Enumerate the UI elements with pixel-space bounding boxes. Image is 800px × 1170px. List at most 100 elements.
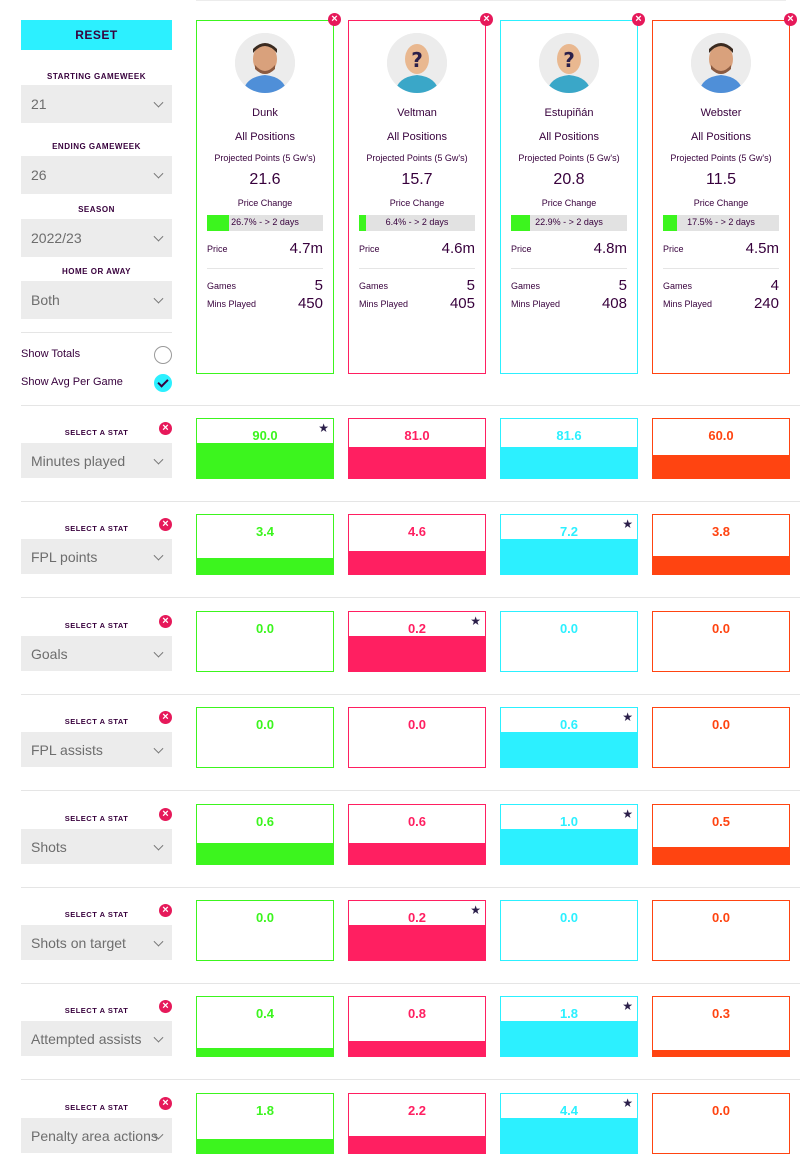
stat-bar — [349, 1136, 485, 1153]
stat-value: 0.6 — [407, 814, 427, 829]
stat-bar — [501, 1021, 637, 1056]
price-change-fill — [359, 215, 366, 231]
stat-value: 81.6 — [556, 428, 582, 443]
remove-stat-icon[interactable] — [159, 615, 172, 628]
stat-value: 0.0 — [559, 621, 579, 636]
stat-value-box: 81.6 — [500, 418, 638, 479]
player-name: Veltman — [397, 107, 437, 119]
stat-value-box: 0.6 — [348, 804, 486, 865]
stat-value-box: 90.0 ★ — [196, 418, 334, 479]
starting-gameweek-select[interactable]: 21 — [21, 85, 172, 123]
projected-points-value: 11.5 — [706, 171, 736, 188]
card-divider — [511, 268, 627, 269]
stat-bar — [501, 539, 637, 574]
remove-stat-icon[interactable] — [159, 711, 172, 724]
ending-gameweek-value: 26 — [31, 167, 47, 183]
stat-bar — [501, 732, 637, 767]
stat-value: 3.8 — [711, 524, 731, 539]
stat-value: 0.6 — [255, 814, 275, 829]
remove-stat-icon[interactable] — [159, 518, 172, 531]
show-avg-radio[interactable] — [154, 374, 172, 392]
stat-value-box: 0.0 — [652, 900, 790, 961]
stat-value-box: 0.8 — [348, 996, 486, 1057]
stat-select[interactable]: Goals — [21, 636, 172, 671]
select-stat-label: SELECT A STAT — [64, 428, 129, 437]
card-divider — [663, 268, 779, 269]
remove-player-icon[interactable] — [480, 13, 493, 26]
chevron-down-icon — [153, 293, 164, 304]
stat-value: 0.4 — [255, 1006, 275, 1021]
stat-select[interactable]: Shots — [21, 829, 172, 864]
mins-played-label: Mins Played — [511, 299, 561, 309]
price-label: Price — [663, 244, 684, 254]
price-change-fill — [207, 215, 229, 231]
stat-bar — [501, 829, 637, 864]
remove-player-icon[interactable] — [632, 13, 645, 26]
player-card: ? Estupiñán All Positions Projected Poin… — [500, 13, 645, 374]
stat-value: 0.0 — [711, 717, 731, 732]
stat-value-box: 0.2 ★ — [348, 611, 486, 672]
stat-select-value: Minutes played — [31, 452, 126, 469]
stat-value: 0.6 — [559, 717, 579, 732]
chevron-down-icon — [153, 1032, 164, 1043]
stat-bar — [349, 925, 485, 960]
remove-stat-icon[interactable] — [159, 808, 172, 821]
price-value: 4.5m — [745, 240, 779, 257]
chevron-down-icon — [153, 840, 164, 851]
stat-value-box: 0.0 — [196, 611, 334, 672]
sidebar-divider — [21, 332, 172, 333]
price-change-bar: 22.9% - > 2 days — [511, 215, 627, 231]
star-icon: ★ — [622, 517, 633, 531]
stat-select[interactable]: FPL points — [21, 539, 172, 574]
remove-stat-icon[interactable] — [159, 904, 172, 917]
star-icon: ★ — [622, 1096, 633, 1110]
home-or-away-select[interactable]: Both — [21, 281, 172, 319]
select-stat-label: SELECT A STAT — [64, 1103, 129, 1112]
stat-value-box: 0.0 — [652, 611, 790, 672]
stat-select[interactable]: Shots on target — [21, 925, 172, 960]
chevron-down-icon — [153, 550, 164, 561]
show-totals-radio[interactable] — [154, 346, 172, 364]
stat-select[interactable]: Penalty area actions — [21, 1118, 172, 1153]
ending-gameweek-select[interactable]: 26 — [21, 156, 172, 194]
projected-points-value: 20.8 — [553, 171, 585, 188]
card-divider — [359, 268, 475, 269]
player-avatar: ? — [539, 33, 599, 93]
stat-select-value: FPL points — [31, 548, 98, 565]
stat-value: 60.0 — [708, 428, 734, 443]
stat-bar — [349, 447, 485, 478]
stat-bar — [197, 558, 333, 574]
stat-value-box: 0.2 ★ — [348, 900, 486, 961]
reset-button[interactable]: RESET — [21, 20, 172, 50]
ending-gameweek-label: ENDING GAMEWEEK — [52, 142, 141, 151]
stat-select-value: Attempted assists — [31, 1030, 142, 1047]
stat-value-box: 0.6 ★ — [500, 707, 638, 768]
stat-select[interactable]: Minutes played — [21, 443, 172, 478]
mins-played-label: Mins Played — [207, 299, 257, 309]
stat-select[interactable]: FPL assists — [21, 732, 172, 767]
price-label: Price — [511, 244, 532, 254]
stat-value: 0.0 — [407, 717, 427, 732]
stat-bar — [349, 1041, 485, 1056]
stat-select[interactable]: Attempted assists — [21, 1021, 172, 1056]
stat-value: 0.0 — [559, 910, 579, 925]
stat-value: 1.8 — [559, 1006, 579, 1021]
select-stat-label: SELECT A STAT — [64, 814, 129, 823]
stat-select-value: Goals — [31, 645, 68, 662]
stat-select-value: Shots on target — [31, 934, 126, 951]
chevron-down-icon — [153, 168, 164, 179]
chevron-down-icon — [153, 454, 164, 465]
remove-stat-icon[interactable] — [159, 422, 172, 435]
remove-stat-icon[interactable] — [159, 1097, 172, 1110]
remove-player-icon[interactable] — [784, 13, 797, 26]
remove-stat-icon[interactable] — [159, 1000, 172, 1013]
top-divider — [196, 0, 786, 1]
remove-player-icon[interactable] — [328, 13, 341, 26]
player-card: ? Veltman All Positions Projected Points… — [348, 13, 493, 374]
season-select[interactable]: 2022/23 — [21, 219, 172, 257]
games-label: Games — [359, 281, 389, 291]
stat-value-box: 1.8 — [196, 1093, 334, 1154]
stat-value-box: 0.0 — [500, 611, 638, 672]
stat-select-value: Shots — [31, 838, 67, 855]
stat-value-box: 0.5 — [652, 804, 790, 865]
